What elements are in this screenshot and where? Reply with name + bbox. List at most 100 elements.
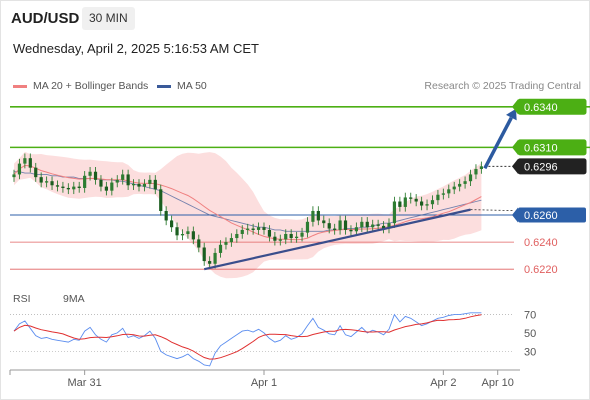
- candle-body: [479, 166, 483, 170]
- candle-body: [262, 227, 266, 230]
- candle-body: [164, 210, 168, 221]
- candle-body: [333, 228, 337, 230]
- symbol-title: AUD/USD: [11, 10, 80, 27]
- candle-body: [50, 181, 54, 186]
- candle-body: [55, 185, 60, 187]
- level-tag-pointer: [512, 207, 518, 223]
- candle-body: [381, 225, 386, 229]
- candle-body: [414, 198, 418, 202]
- candle-body: [376, 224, 380, 226]
- candle-body: [349, 229, 353, 232]
- legend-ma50: MA 50: [157, 80, 207, 92]
- candle-body: [392, 201, 397, 224]
- candle-body: [218, 244, 223, 253]
- candle-body: [224, 242, 228, 245]
- forecast-arrow-shaft: [483, 116, 513, 170]
- level-label-0.6260: 0.6260: [524, 210, 558, 222]
- legend-ma9: 9MA: [63, 293, 85, 305]
- credit-text: Research © 2025 Trading Central: [424, 80, 581, 92]
- candle-body: [99, 179, 103, 187]
- candle-body: [300, 232, 304, 237]
- candle-body: [202, 247, 206, 262]
- candle-body: [289, 233, 293, 239]
- legend-rsi: RSI: [13, 293, 31, 305]
- candle-body: [229, 238, 233, 243]
- level-label-0.6296: 0.6296: [524, 161, 558, 173]
- x-tick-label: Apr 2: [430, 377, 456, 389]
- candle-body: [371, 224, 375, 228]
- candle-body: [115, 179, 119, 183]
- candle-body: [77, 186, 81, 188]
- rsi-tick-label: 30: [524, 346, 536, 358]
- candle-body: [295, 236, 299, 239]
- candle-body: [436, 194, 440, 201]
- candle-body: [430, 200, 435, 205]
- candle-body: [148, 179, 152, 184]
- level-tag-0.6260: 0.6260: [512, 207, 587, 224]
- candle-body: [343, 220, 348, 230]
- candle-body: [208, 261, 212, 264]
- candle-body: [316, 210, 320, 221]
- candle-body: [403, 197, 407, 207]
- candle-body: [170, 220, 174, 228]
- candle-body: [12, 174, 16, 178]
- candle-body: [458, 183, 462, 187]
- candle-body: [246, 228, 250, 230]
- legend-ma9-label: 9MA: [63, 293, 85, 305]
- candle-body: [251, 228, 255, 230]
- candle-body: [338, 220, 342, 230]
- candle-body: [93, 171, 98, 180]
- legend-ma20: MA 20 + Bollinger Bands: [13, 80, 148, 92]
- candle-body: [311, 210, 315, 222]
- level-label-0.6240: 0.6240: [524, 237, 558, 249]
- candle-body: [72, 186, 76, 190]
- trend-line: [203, 208, 471, 271]
- candle-body: [180, 233, 185, 236]
- legend-ma50-label: MA 50: [177, 80, 207, 92]
- candle-body: [387, 223, 391, 229]
- level-tag-0.6310: 0.6310: [512, 139, 587, 156]
- candle-body: [256, 227, 261, 230]
- candle-body: [131, 183, 136, 186]
- candle-body: [267, 229, 272, 237]
- timeframe-badge[interactable]: 30 MIN: [82, 7, 135, 30]
- candle-body: [474, 169, 478, 175]
- trend-extension: [470, 209, 515, 212]
- candle-body: [398, 201, 402, 207]
- candle-body: [468, 174, 473, 182]
- timestamp: Wednesday, April 2, 2025 5:16:53 AM CET: [13, 41, 259, 56]
- candle-body: [110, 182, 114, 191]
- level-tag-0.6340: 0.6340: [512, 98, 587, 115]
- candle-body: [273, 236, 277, 241]
- rsi-line: [13, 312, 482, 367]
- candle-body: [34, 167, 38, 178]
- candle-body: [240, 229, 244, 234]
- level-tag-bg-blue: [518, 207, 586, 223]
- level-label-0.6340: 0.6340: [524, 102, 558, 114]
- candle-body: [126, 174, 130, 186]
- candle-body: [121, 174, 125, 180]
- candle-body: [327, 223, 331, 229]
- candle-body: [175, 227, 179, 236]
- candle-body: [425, 204, 429, 206]
- candle-body: [142, 183, 147, 187]
- candle-body: [235, 233, 239, 239]
- rsi-ma-line: [13, 314, 482, 360]
- candle-body: [463, 181, 467, 184]
- x-tick-label: Apr 1: [251, 377, 277, 389]
- candle-body: [61, 186, 65, 188]
- candle-body: [28, 158, 32, 168]
- candle-body: [153, 179, 157, 190]
- candle-body: [39, 177, 43, 183]
- candle-body: [66, 187, 70, 190]
- candle-body: [83, 175, 87, 188]
- candle-body: [452, 186, 456, 190]
- candle-body: [197, 239, 201, 248]
- candle-body: [284, 233, 288, 240]
- level-tag-0.6296: 0.6296: [512, 158, 587, 175]
- level-label-0.6310: 0.6310: [524, 142, 558, 154]
- candle-body: [354, 227, 358, 232]
- candle-body: [88, 171, 92, 176]
- level-tag-pointer: [512, 139, 518, 155]
